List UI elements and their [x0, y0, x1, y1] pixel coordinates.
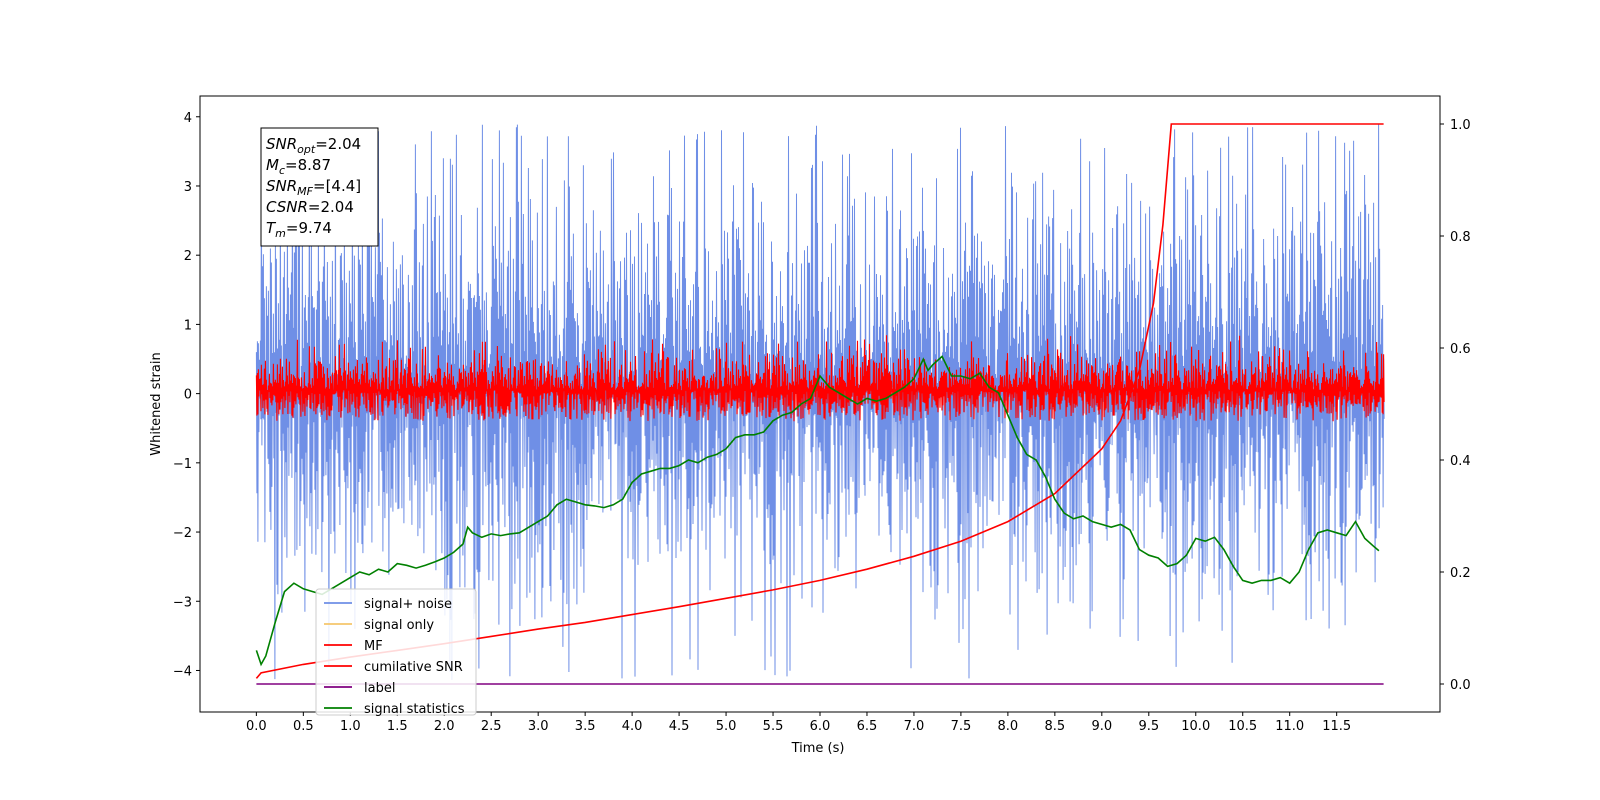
y2-tick-label: 0.0 — [1450, 678, 1471, 693]
annotation-value: =2.04 — [308, 198, 354, 216]
x-tick-label: 9.5 — [1138, 719, 1159, 734]
series-signal-statistics — [255, 355, 1380, 667]
x-tick-label: 6.0 — [810, 719, 831, 734]
x-tick-label: 5.0 — [716, 719, 737, 734]
legend-label: label — [364, 681, 395, 696]
x-tick-label: 1.0 — [340, 719, 361, 734]
y2-tick-label: 0.2 — [1450, 566, 1471, 581]
x-tick-label: 10.0 — [1181, 719, 1210, 734]
legend-label: signal+ noise — [364, 597, 452, 612]
x-tick-label: 0.5 — [293, 719, 314, 734]
x-tick-label: 4.0 — [622, 719, 643, 734]
y-tick-label: 2 — [184, 249, 192, 264]
y-axis-label: Whitened strain — [149, 352, 164, 455]
annotation-frame — [260, 127, 379, 247]
annotation-symbol: T — [266, 219, 277, 237]
annotation-symbol: CSNR — [266, 198, 308, 216]
annotation-value: =9.74 — [286, 219, 332, 237]
y-tick-label: 0 — [184, 388, 192, 403]
annotation-line: SNRMF=[4.4] — [266, 177, 361, 198]
y2-tick-label: 0.6 — [1450, 342, 1471, 357]
x-tick-label: 11.5 — [1322, 719, 1351, 734]
y2-axis: 1.0 0.8 0.6 0.4 0.2 0.0 — [1440, 118, 1471, 693]
annotation-value: =2.04 — [315, 135, 361, 153]
legend-label: signal statistics — [364, 702, 465, 717]
legend-frame — [315, 588, 477, 716]
legend-label: cumilative SNR — [364, 660, 463, 675]
annotation-value: =[4.4] — [313, 177, 361, 195]
x-tick-label: 3.0 — [528, 719, 549, 734]
x-tick-label: 8.5 — [1045, 719, 1066, 734]
y-tick-label: 3 — [184, 180, 192, 195]
legend-label: MF — [364, 639, 383, 654]
x-tick-label: 10.5 — [1228, 719, 1257, 734]
series-mf — [255, 335, 1385, 422]
x-tick-label: 0.0 — [246, 719, 267, 734]
x-tick-label: 9.0 — [1091, 719, 1112, 734]
annotation-subscript: MF — [297, 185, 313, 198]
annotation-symbol: SNR — [266, 177, 297, 195]
x-tick-label: 7.0 — [904, 719, 925, 734]
x-tick-label: 8.0 — [998, 719, 1019, 734]
annotation-symbol: SNR — [266, 135, 297, 153]
y2-tick-label: 0.4 — [1450, 454, 1471, 469]
y-tick-label: −2 — [173, 526, 192, 541]
annotation-symbol: M — [266, 156, 279, 174]
annotation-subscript: c — [279, 164, 285, 177]
y-tick-label: 1 — [184, 318, 192, 333]
x-axis-label: Time (s) — [791, 741, 845, 756]
x-tick-label: 2.0 — [434, 719, 455, 734]
annotation-subscript: m — [275, 227, 286, 240]
legend: signal+ noise signal only MF cumilative SNR… — [315, 588, 477, 717]
x-tick-label: 7.5 — [951, 719, 972, 734]
annotation-line: CSNR=2.04 — [266, 198, 354, 216]
x-tick-label: 1.5 — [387, 719, 408, 734]
annotation-value: =8.87 — [285, 156, 331, 174]
y2-tick-label: 0.8 — [1450, 230, 1471, 245]
x-tick-label: 3.5 — [575, 719, 596, 734]
y-axis: 4 3 2 1 0 −1 −2 −3 −4 — [173, 111, 200, 679]
annotation-box: SNRopt=2.04Mc=8.87SNRMF=[4.4]CSNR=2.04Tm… — [260, 127, 379, 247]
y2-tick-label: 1.0 — [1450, 118, 1471, 133]
y-tick-label: −4 — [173, 664, 192, 679]
x-axis: 0.0 0.5 1.0 1.5 2.0 2.5 3.0 3.5 4.0 4.5 5.0 5.5 6.0 6… — [246, 712, 1351, 734]
x-tick-label: 6.5 — [857, 719, 878, 734]
y-tick-label: −1 — [173, 457, 192, 472]
y-tick-label: 4 — [184, 111, 192, 126]
x-tick-label: 2.5 — [481, 719, 502, 734]
x-tick-label: 4.5 — [669, 719, 690, 734]
annotation-line: SNRopt=2.04 — [266, 135, 361, 156]
y-tick-label: −3 — [173, 595, 192, 610]
annotation-subscript: opt — [297, 143, 316, 156]
legend-label: signal only — [364, 618, 434, 633]
x-tick-label: 5.5 — [763, 719, 784, 734]
annotation-line: Mc=8.87 — [266, 156, 331, 177]
annotation-line: Tm=9.74 — [266, 219, 332, 240]
x-tick-label: 11.0 — [1275, 719, 1304, 734]
